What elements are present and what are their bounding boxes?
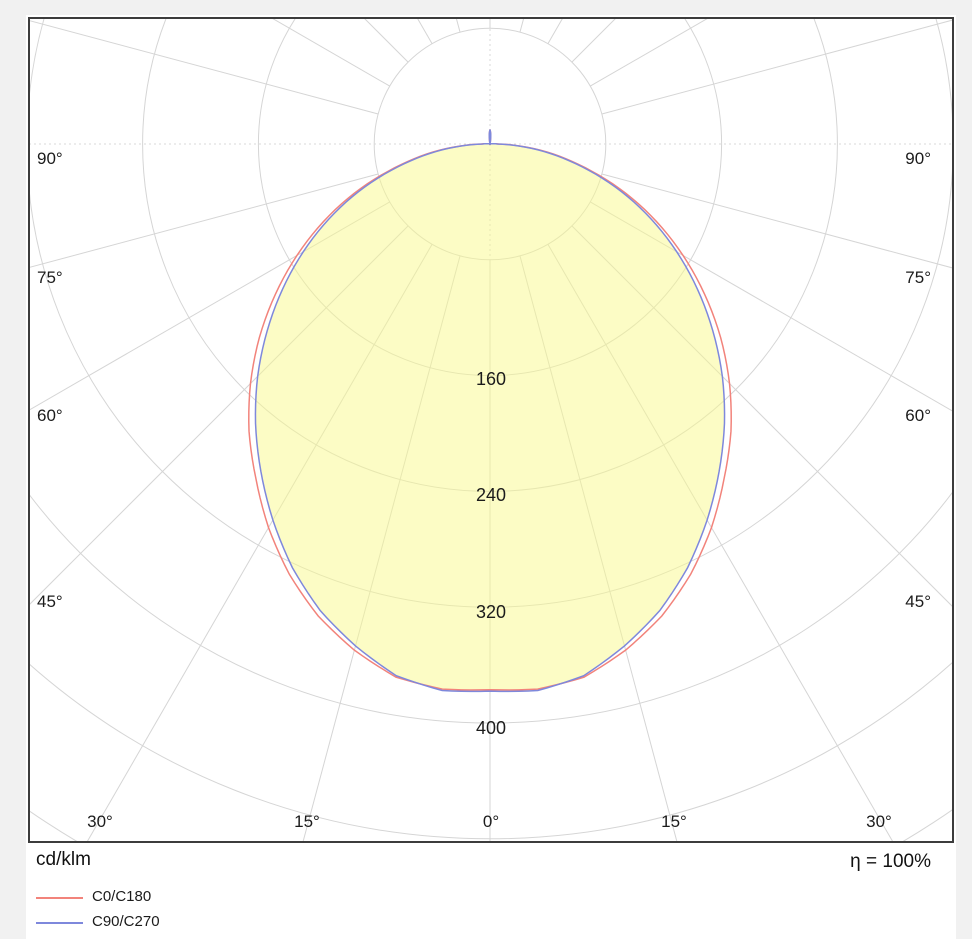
legend-label-c90-c270: C90/C270 — [92, 913, 160, 930]
distribution-curves — [248, 129, 732, 693]
legend-label-c0-c180: C0/C180 — [92, 888, 152, 905]
radial-label-320: 320 — [475, 602, 507, 622]
gamma-label-left-60: 60° — [37, 406, 63, 425]
gamma-label-left-45: 45° — [37, 592, 63, 611]
legend-line-c90-c270 — [36, 922, 83, 924]
legend-line-c0-c180 — [36, 897, 83, 899]
gamma-label-right-90: 90° — [905, 149, 931, 168]
radial-label-400: 400 — [475, 718, 507, 738]
radial-label-240: 240 — [475, 485, 507, 505]
gamma-label-bottom-30l: 30° — [87, 812, 113, 831]
gamma-label-right-75: 75° — [905, 268, 931, 287]
gamma-label-bottom-0: 0° — [482, 812, 500, 831]
gamma-label-bottom-15r: 15° — [661, 812, 687, 831]
gamma-label-bottom-15l: 15° — [294, 812, 320, 831]
gamma-label-left-75: 75° — [37, 268, 63, 287]
radial-label-160: 160 — [475, 369, 507, 389]
plot-border — [28, 17, 954, 843]
gamma-label-right-60: 60° — [905, 406, 931, 425]
diagram-canvas: 90° 75° 60° 45° 45° 60° 75° 90° 30° 15° … — [26, 15, 956, 939]
efficiency-label: η = 100% — [850, 851, 931, 872]
radial-unit-label: cd/klm — [36, 849, 91, 870]
gamma-label-bottom-30r: 30° — [866, 812, 892, 831]
gamma-label-right-45: 45° — [905, 592, 931, 611]
gamma-label-left-90: 90° — [37, 149, 63, 168]
